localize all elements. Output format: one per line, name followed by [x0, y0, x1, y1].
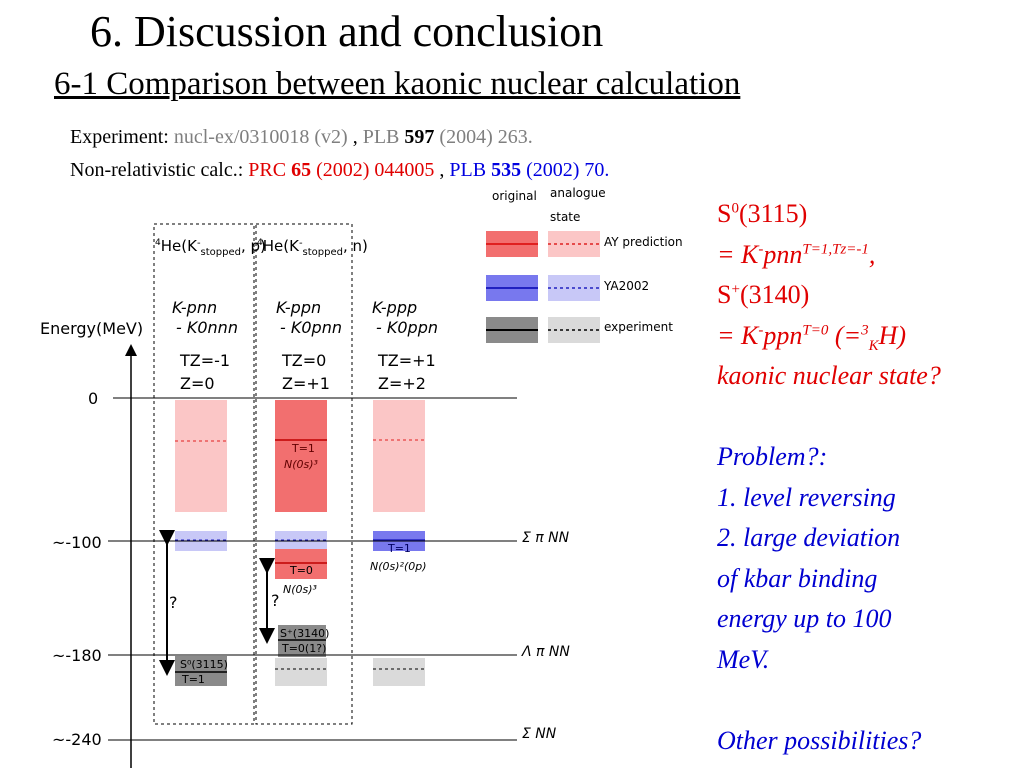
legend-ya-label: YA2002 [603, 279, 649, 293]
calc1-journal: PRC [248, 159, 287, 181]
threshold-sigma-pi-nn: Σ π NN [522, 530, 570, 546]
problem-item-1: 1. level reversing [717, 482, 896, 512]
experiment-year-page: (2004) 263. [439, 126, 533, 148]
legend-head-state: state [550, 210, 580, 224]
tick-240: ~-240 [52, 730, 102, 749]
calc1-volume: 65 [291, 159, 312, 181]
calc2-volume: 535 [491, 159, 522, 181]
energy-axis-label: Energy(MeV) [40, 319, 143, 338]
col2-z: Z=+1 [282, 374, 330, 393]
problem-item-2a: 2. large deviation [717, 523, 901, 552]
col1-reaction: 4He(K-stopped, p) [155, 237, 266, 258]
legend: original analogue state AY prediction YA… [486, 186, 683, 343]
s0-state: S0(3115) [717, 199, 808, 228]
page-title: 6. Discussion and conclusion [90, 7, 604, 56]
problem-item-2b: of kbar binding [717, 563, 878, 593]
col3-config-b: - K0ppn [376, 318, 438, 337]
calc-separator: , [439, 159, 445, 181]
threshold-sigma-nn: Σ NN [522, 726, 557, 742]
label-t01: T=0(1?) [281, 642, 326, 655]
notes-panel: S0(3115) = K-pnnT=1,Tz=-1, S+(3140) = K-… [717, 194, 1017, 761]
calc-label: Non-relativistic calc.: [70, 159, 244, 181]
problem-heading: Problem?: [717, 442, 828, 471]
tick-180: ~-180 [52, 646, 102, 665]
gap-question-col1: ? [169, 593, 178, 612]
col2-reaction: 4He(K-stopped, n) [257, 237, 368, 258]
label-n0s3b: N(0s)³ [283, 583, 318, 596]
experiment-volume: 597 [404, 126, 435, 148]
problem-item-2c: energy up to 100 [717, 604, 892, 633]
col3-ay-band [373, 400, 425, 512]
label-sp3140: S⁺(3140) [280, 627, 329, 640]
page-subtitle: 6-1 Comparison between kaonic nuclear ca… [54, 66, 741, 102]
col2-ay-t0-band [275, 549, 327, 579]
legend-head-analogue: analogue [550, 186, 606, 200]
experiment-journal: PLB [362, 126, 400, 148]
problem-item-2d: MeV. [717, 644, 770, 674]
experiment-separator: , [352, 126, 358, 148]
legend-ay-label: AY prediction [604, 235, 683, 249]
experiment-label: Experiment: [70, 126, 169, 148]
label-t1c: T=1 [181, 673, 205, 686]
col1-tz: TZ=-1 [179, 351, 230, 370]
kaonic-question: kaonic nuclear state? [717, 361, 941, 390]
calc2-journal: PLB [449, 159, 487, 181]
splus-equation: = K-ppnT=0 (=3KH) [717, 320, 907, 354]
calc-reference: Non-relativistic calc.: PRC 65 (2002) 04… [70, 158, 609, 182]
calc1-year-page: (2002) 044005 [316, 159, 435, 181]
s0-equation: = K-pnnT=1,Tz=-1, [717, 239, 876, 269]
col1-ay-band [175, 400, 227, 512]
col2-exp-band [278, 625, 326, 657]
col3-z: Z=+2 [378, 374, 426, 393]
label-n0s3: N(0s)³ [284, 458, 319, 471]
label-s03115: S⁰(3115) [180, 658, 228, 671]
col3-tz: TZ=+1 [377, 351, 436, 370]
col1-config-a: K-pnn [172, 298, 217, 317]
label-t1b: T=1 [387, 542, 411, 555]
col2-exp-analogue [275, 658, 327, 686]
gap-question-col2: ? [271, 591, 280, 610]
legend-head-original: original [492, 189, 537, 203]
label-t0: T=0 [289, 564, 313, 577]
col1-exp-band [175, 656, 227, 686]
threshold-lambda-pi-nn: Λ π NN [521, 644, 570, 660]
label-n0s2: N(0s)²(0p) [370, 560, 427, 573]
label-t1: T=1 [291, 442, 315, 455]
col2-ay-band [275, 400, 327, 512]
tick-100: ~-100 [52, 533, 102, 552]
col2-tz: TZ=0 [281, 351, 326, 370]
box-col1 [153, 223, 255, 725]
col3-exp-analogue [373, 658, 425, 686]
col1-z: Z=0 [180, 374, 215, 393]
splus-state: S+(3140) [717, 280, 810, 309]
calc2-year-page: (2002) 70. [526, 159, 610, 181]
legend-exp-label: experiment [604, 320, 673, 334]
col1-config-b: - K0nnn [176, 318, 238, 337]
experiment-reference: Experiment: nucl-ex/0310018 (v2) , PLB 5… [70, 125, 533, 149]
box-col2 [255, 223, 353, 725]
experiment-source: nucl-ex/0310018 (v2) [173, 126, 348, 148]
col2-config-b: - K0pnn [280, 318, 342, 337]
tick-0: 0 [88, 389, 98, 408]
col2-config-a: K-ppn [276, 298, 321, 317]
col3-config-a: K-ppp [372, 298, 417, 317]
other-possibilities: Other possibilities? [717, 725, 922, 755]
